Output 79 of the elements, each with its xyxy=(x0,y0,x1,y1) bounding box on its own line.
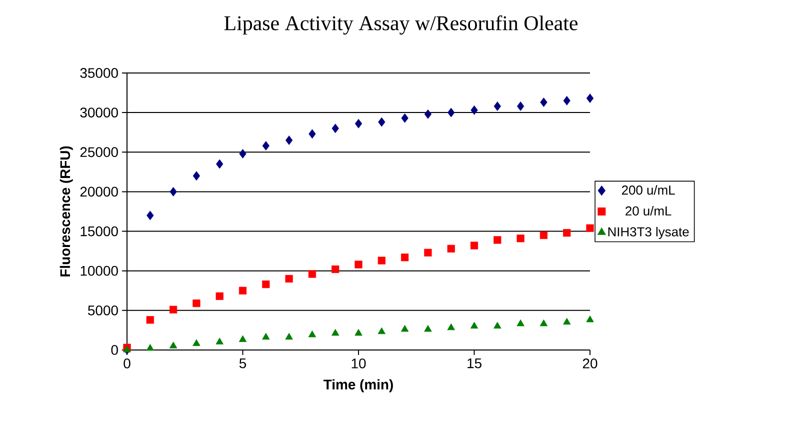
point xyxy=(400,325,409,332)
point xyxy=(239,149,246,158)
point xyxy=(563,318,571,325)
point xyxy=(401,254,409,262)
point xyxy=(192,299,200,308)
x-tick-label: 5 xyxy=(239,358,246,368)
point xyxy=(378,256,386,264)
point xyxy=(170,187,177,196)
point xyxy=(262,280,270,288)
point xyxy=(285,274,293,283)
point xyxy=(586,224,594,232)
point xyxy=(563,96,570,106)
y-tick-label: 5000 xyxy=(88,305,118,316)
point xyxy=(494,322,502,329)
point xyxy=(216,338,224,344)
point xyxy=(308,270,316,278)
y-tick-label: 10000 xyxy=(80,266,118,276)
point xyxy=(238,286,247,294)
point xyxy=(169,342,178,348)
point xyxy=(494,102,501,111)
x-tick-label: 20 xyxy=(582,358,598,368)
y-tick-label: 0 xyxy=(111,345,118,355)
point xyxy=(170,306,178,314)
point xyxy=(332,124,339,134)
point xyxy=(494,236,502,244)
point xyxy=(192,171,200,181)
point xyxy=(216,292,224,300)
point xyxy=(470,105,478,115)
point xyxy=(262,141,270,150)
legend-label: 20 u/mL xyxy=(626,206,672,216)
y-tick-label: 30000 xyxy=(80,108,118,118)
point xyxy=(516,319,524,326)
point xyxy=(146,210,154,220)
legend-label: 200 u/mL xyxy=(622,185,675,195)
point xyxy=(470,242,478,250)
point xyxy=(424,248,432,256)
point xyxy=(447,244,455,252)
point xyxy=(540,98,548,107)
point xyxy=(586,316,594,322)
y-tick-label: 15000 xyxy=(80,226,118,236)
point xyxy=(516,234,524,242)
point xyxy=(516,102,524,111)
y-tick-label: 20000 xyxy=(80,186,118,197)
y-tick-label: 25000 xyxy=(80,147,118,158)
x-axis-title: Time (min) xyxy=(324,379,393,392)
point xyxy=(563,229,571,237)
point xyxy=(146,316,154,324)
point xyxy=(354,328,362,336)
point xyxy=(216,159,224,169)
point xyxy=(470,322,478,329)
y-tick-label: 35000 xyxy=(80,68,118,78)
chart-title: Lipase Activity Assay w/Resorufin Oleate xyxy=(224,15,578,35)
point xyxy=(308,129,316,139)
point xyxy=(447,323,455,330)
y-axis-title: Fluorescence (RFU) xyxy=(60,146,73,276)
point xyxy=(354,118,362,128)
point xyxy=(238,335,247,342)
point xyxy=(192,339,200,346)
point xyxy=(262,332,270,340)
x-tick-label: 10 xyxy=(352,358,366,368)
point xyxy=(378,327,386,334)
point xyxy=(401,113,408,123)
point xyxy=(540,319,548,326)
x-tick-label: 0 xyxy=(124,358,130,368)
point xyxy=(448,108,455,118)
point xyxy=(354,260,362,268)
x-tick-label: 15 xyxy=(468,358,482,368)
point xyxy=(424,109,432,119)
point xyxy=(332,328,340,336)
point xyxy=(285,136,293,145)
point xyxy=(586,94,594,104)
point xyxy=(540,231,548,240)
point xyxy=(308,330,316,338)
point xyxy=(332,265,340,274)
point xyxy=(378,117,386,127)
legend-label: NIH3T3 lysate xyxy=(608,226,689,239)
point xyxy=(146,344,154,351)
point xyxy=(424,325,432,332)
point xyxy=(285,332,293,340)
